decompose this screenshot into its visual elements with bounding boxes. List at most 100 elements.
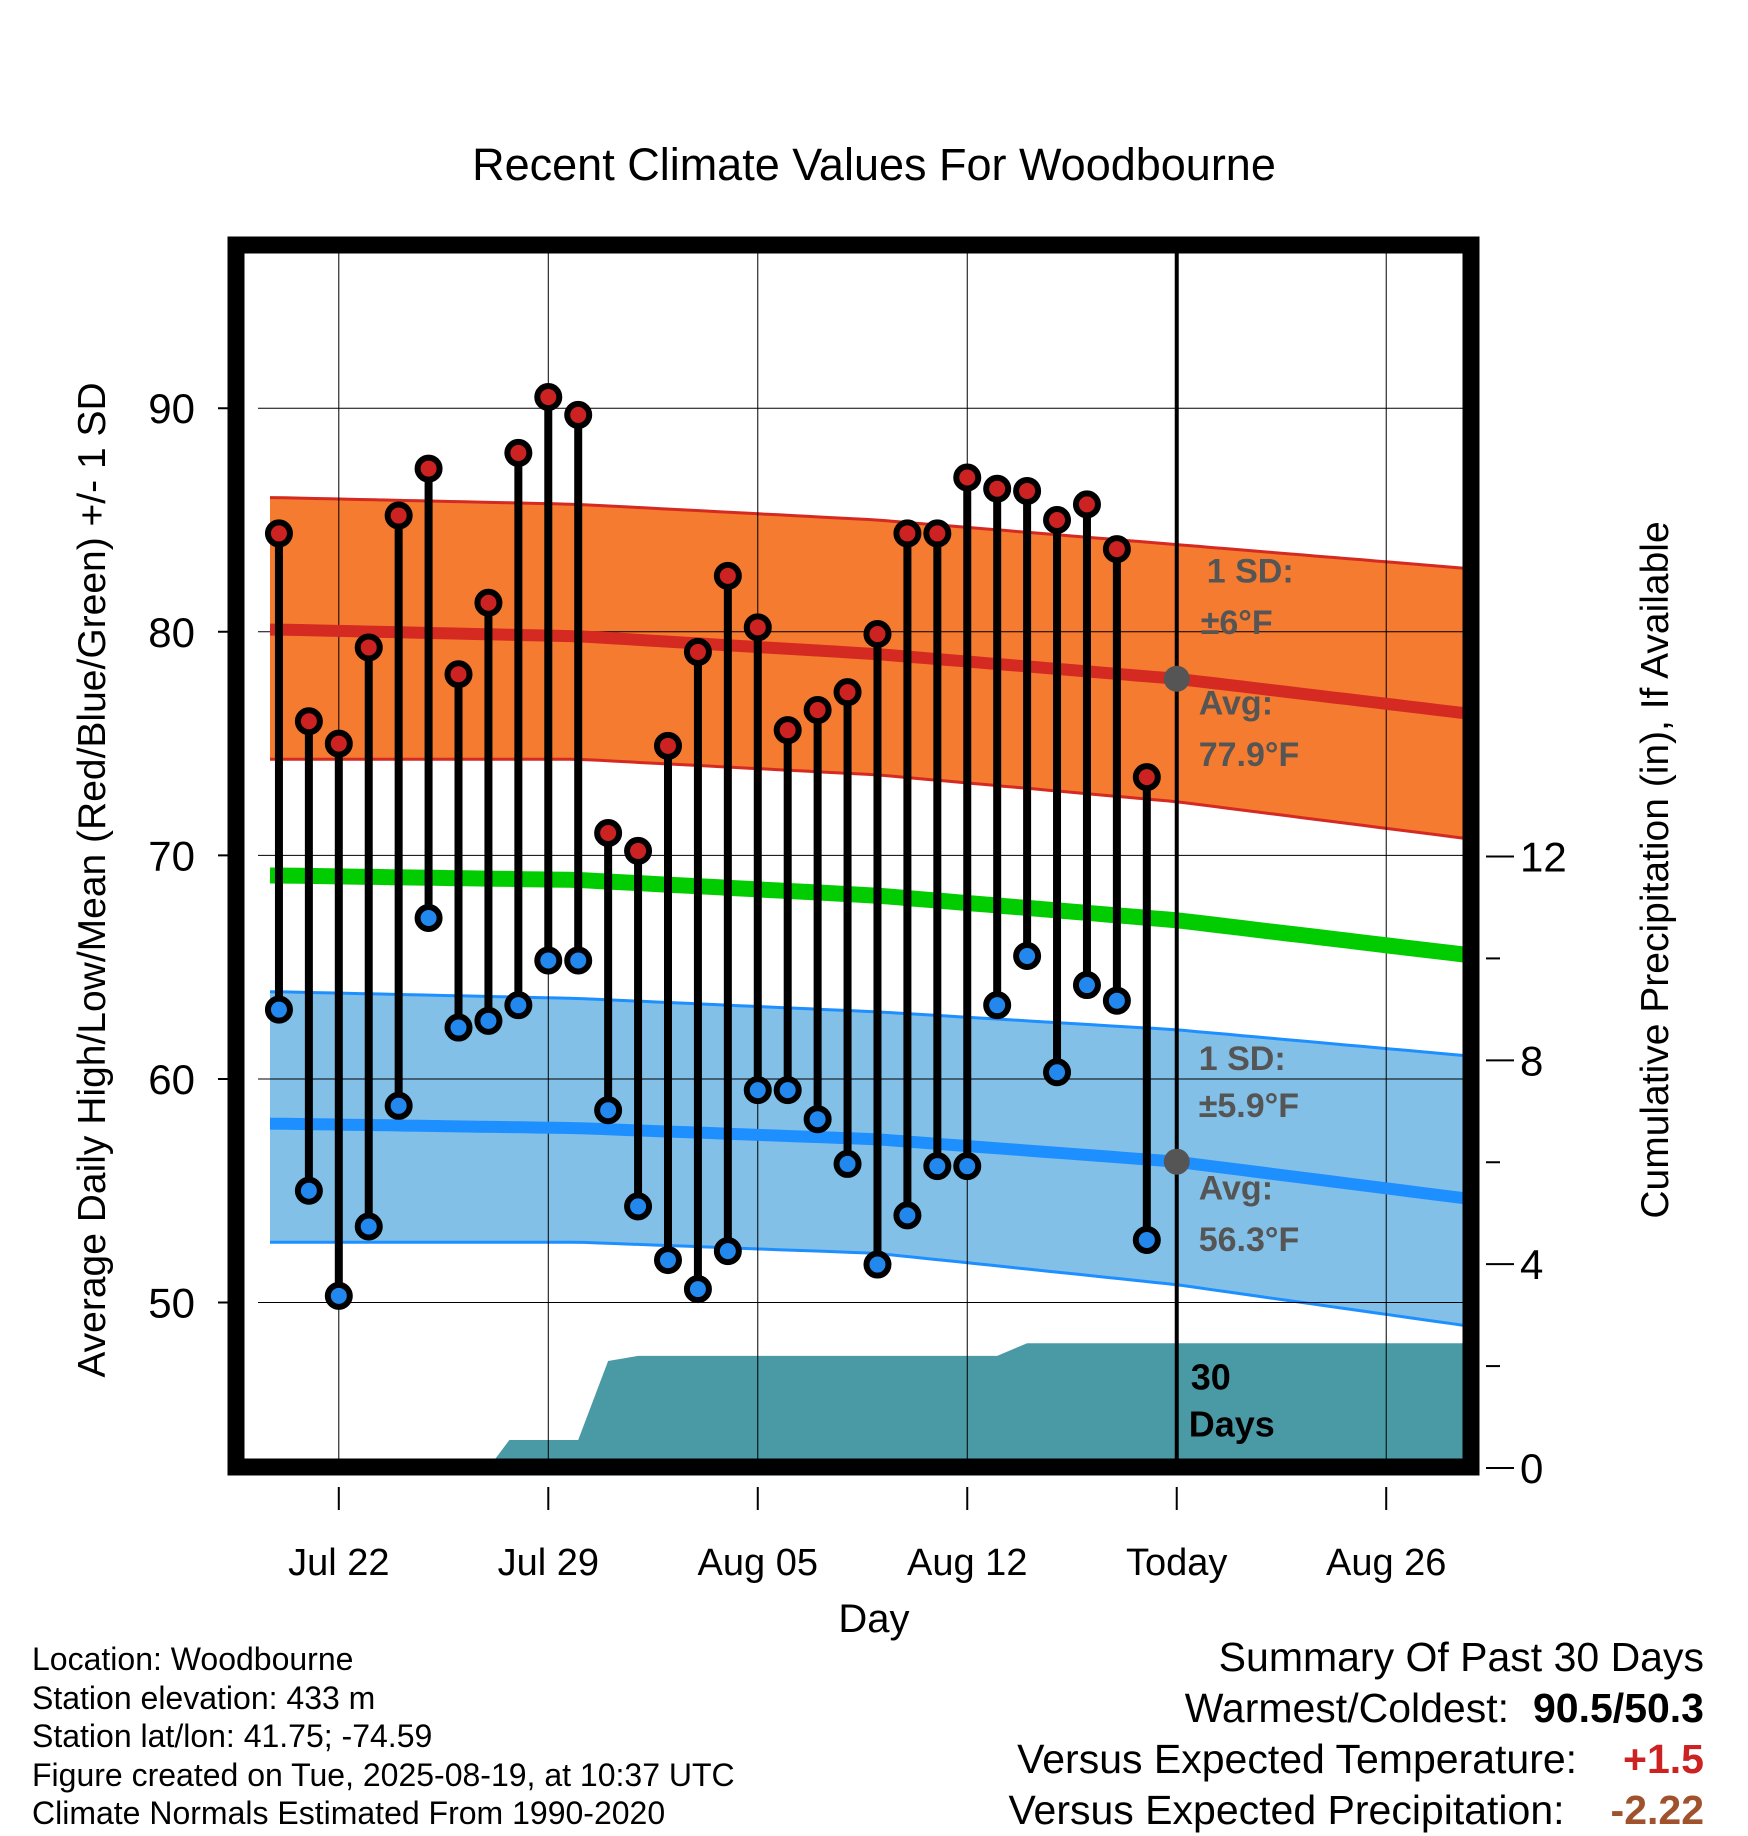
low-point-26 (1013, 941, 1042, 970)
temp-value: +1.5 (1623, 1736, 1704, 1782)
x-axis-label: Day (838, 1597, 909, 1641)
low-point-24 (953, 1152, 982, 1181)
low-sd-label-1: 1 SD: (1199, 1040, 1286, 1078)
low-sd-lower-line (270, 1240, 1468, 1328)
y-right-tick-label: 0 (1520, 1445, 1543, 1492)
low-point-23 (923, 1152, 952, 1181)
high-point-17 (743, 613, 772, 642)
x-tick-label: Jul 22 (288, 1542, 389, 1584)
high-point-7 (444, 660, 473, 689)
high-point-11 (564, 400, 593, 429)
low-point-25 (983, 991, 1012, 1020)
low-point-17 (743, 1076, 772, 1105)
low-point-27 (1043, 1058, 1072, 1087)
y-right-tick-label: 8 (1520, 1037, 1543, 1084)
plot-area (258, 245, 1476, 1468)
low-point-6 (414, 903, 443, 932)
summary-title: Summary Of Past 30 Days (1218, 1634, 1704, 1680)
y-axis-left-label: Average Daily High/Low/Mean (Red/Blue/Gr… (71, 382, 114, 1377)
high-point-13 (624, 836, 653, 865)
warm-cold-value: 90.5/50.3 (1533, 1685, 1704, 1731)
low-point-19 (803, 1105, 832, 1134)
y-axis-right-label: Cumulative Precipitation (in), If Availa… (1634, 521, 1677, 1218)
high-point-1 (264, 519, 293, 548)
station-info: Location: Woodbourne Station elevation: … (32, 1640, 735, 1833)
latlon-text: Station lat/lon: 41.75; -74.59 (32, 1718, 433, 1754)
high-point-5 (384, 501, 413, 530)
y-left-tick-label: 70 (148, 832, 195, 879)
high-avg-label-2: 77.9°F (1199, 736, 1300, 774)
low-sd-band (270, 991, 1467, 1326)
low-point-2 (294, 1176, 323, 1205)
low-point-7 (444, 1013, 473, 1042)
high-point-24 (953, 463, 982, 492)
summary-panel: Summary Of Past 30 Days Warmest/Coldest:… (1008, 1632, 1704, 1836)
mean-line (269, 867, 1468, 963)
high-point-14 (653, 731, 682, 760)
low-point-13 (624, 1192, 653, 1221)
x-tick-label: Aug 26 (1326, 1542, 1446, 1584)
location-text: Location: Woodbourne (32, 1641, 354, 1677)
summary-precip: Versus Expected Precipitation: -2.22 (1008, 1785, 1704, 1836)
high-point-29 (1102, 535, 1131, 564)
high-point-4 (354, 633, 383, 662)
low-sd-label-2: ±5.9°F (1199, 1087, 1299, 1125)
x-tick-label: Jul 29 (498, 1542, 599, 1584)
low-point-30 (1132, 1225, 1161, 1254)
low-avg-marker (1163, 1148, 1190, 1175)
low-point-28 (1072, 971, 1101, 1000)
high-sd-lower-line (270, 757, 1468, 841)
low-point-8 (474, 1006, 503, 1035)
y-left-tick-label: 90 (148, 385, 195, 432)
high-point-26 (1013, 476, 1042, 505)
precip-area (488, 1343, 1476, 1468)
high-point-10 (534, 383, 563, 412)
high-point-3 (324, 729, 353, 758)
high-point-15 (683, 637, 712, 666)
low-point-11 (564, 946, 593, 975)
x-tick-label: Aug 12 (907, 1542, 1027, 1584)
high-point-12 (594, 819, 623, 848)
y-left-tick-label: 50 (148, 1280, 195, 1327)
low-mean-line (269, 1117, 1468, 1205)
warm-cold-label: Warmest/Coldest: (1184, 1685, 1509, 1731)
low-sd-upper-line (269, 990, 1468, 1058)
plot-clip-group (258, 245, 1476, 1468)
low-avg-label-1: Avg: (1199, 1170, 1273, 1208)
high-point-25 (983, 474, 1012, 503)
temp-label: Versus Expected Temperature: (1017, 1736, 1578, 1782)
y-right-tick-label: 12 (1520, 834, 1567, 881)
low-point-10 (534, 946, 563, 975)
elevation-text: Station elevation: 433 m (32, 1679, 376, 1716)
days-label-2: Days (1189, 1404, 1275, 1445)
high-point-9 (504, 438, 533, 467)
precip-label: Versus Expected Precipitation: (1008, 1787, 1565, 1833)
high-point-20 (833, 678, 862, 707)
normals-text: Climate Normals Estimated From 1990-2020 (32, 1795, 666, 1831)
high-point-28 (1072, 490, 1101, 519)
high-point-18 (773, 716, 802, 745)
high-point-6 (414, 454, 443, 483)
high-point-30 (1132, 763, 1161, 792)
low-point-12 (594, 1096, 623, 1125)
x-tick-label: Aug 05 (698, 1542, 818, 1584)
high-point-21 (863, 620, 892, 649)
low-point-14 (653, 1246, 682, 1275)
low-point-4 (354, 1212, 383, 1241)
low-avg-label-2: 56.3°F (1199, 1221, 1300, 1259)
precip-value: -2.22 (1610, 1787, 1704, 1833)
x-tick-label: Today (1126, 1542, 1227, 1584)
summary-temp: Versus Expected Temperature: +1.5 (1008, 1734, 1704, 1785)
high-point-2 (294, 707, 323, 736)
low-point-1 (264, 995, 293, 1024)
low-point-18 (773, 1076, 802, 1105)
low-point-20 (833, 1149, 862, 1178)
y-right-tick-label: 4 (1520, 1241, 1543, 1288)
high-avg-label-1: Avg: (1199, 685, 1273, 723)
high-point-8 (474, 588, 503, 617)
high-point-22 (893, 519, 922, 548)
days-label-1: 30 (1191, 1357, 1231, 1398)
created-text: Figure created on Tue, 2025-08-19, at 10… (32, 1756, 735, 1793)
y-left-tick-label: 60 (148, 1056, 195, 1103)
